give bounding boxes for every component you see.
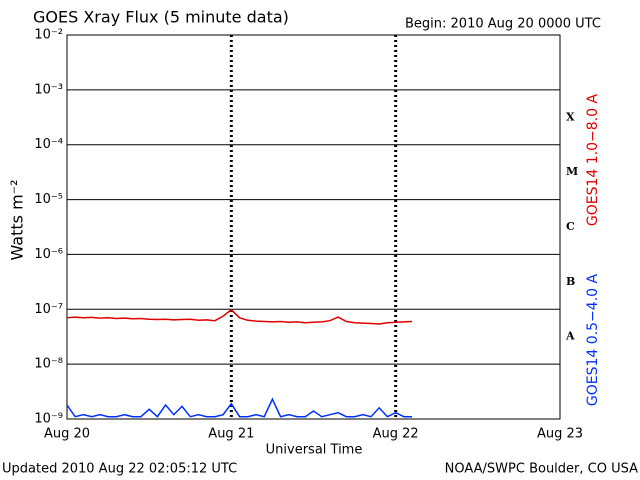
series-line: [66, 397, 413, 418]
chart-title: GOES Xray Flux (5 minute data): [33, 8, 289, 27]
footer-right: NOAA/SWPC Boulder, CO USA: [445, 462, 638, 477]
plot-frame: [66, 34, 561, 420]
y-tick-label: 10⁻⁴: [34, 137, 63, 152]
x-axis-label: Universal Time: [266, 443, 363, 458]
y-tick-label: 10⁻³: [34, 82, 63, 97]
flare-class: B: [566, 275, 575, 288]
legend-entry: GOES14 0.5−4.0 A: [585, 274, 601, 407]
x-tick-label: Aug 23: [537, 427, 583, 442]
flare-class: M: [566, 165, 578, 178]
series-line: [66, 308, 413, 325]
y-tick-label: 10⁻⁸: [34, 357, 63, 372]
y-axis-label: Watts m⁻²: [8, 179, 27, 260]
y-tick-label: 10⁻⁹: [34, 412, 63, 427]
flare-class: C: [566, 220, 575, 233]
legend-entry: GOES14 1.0−8.0 A: [585, 94, 601, 227]
y-tick-label: 10⁻⁷: [34, 302, 63, 317]
x-tick-label: Aug 22: [373, 427, 419, 442]
x-tick-label: Aug 20: [44, 427, 90, 442]
flare-class: X: [566, 110, 575, 123]
x-tick-label: Aug 21: [208, 427, 254, 442]
footer-left: Updated 2010 Aug 22 02:05:12 UTC: [2, 462, 237, 477]
chart-subtitle: Begin: 2010 Aug 20 0000 UTC: [405, 17, 601, 32]
flare-class: A: [565, 330, 575, 343]
y-tick-label: 10⁻²: [34, 28, 63, 43]
y-tick-label: 10⁻⁵: [34, 192, 63, 207]
y-tick-label: 10⁻⁶: [34, 247, 63, 262]
